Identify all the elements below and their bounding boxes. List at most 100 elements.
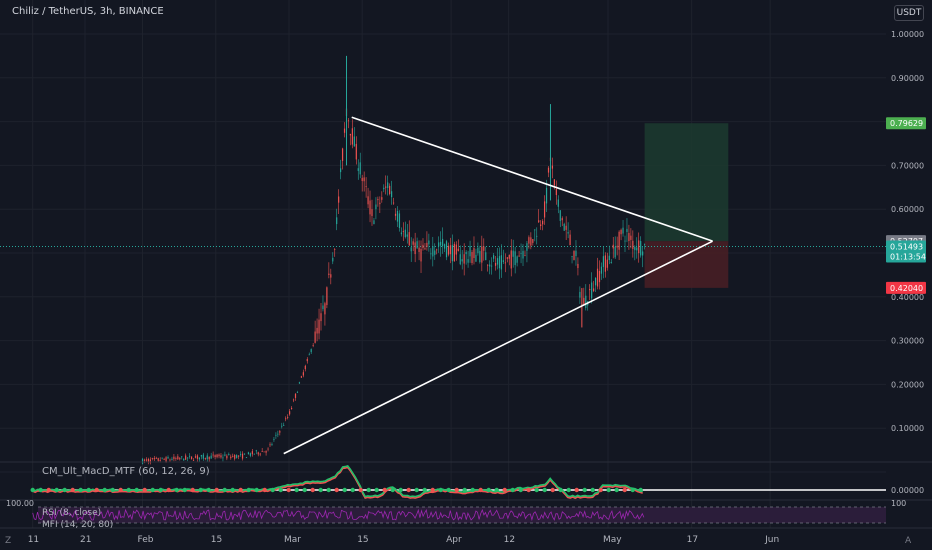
candle-body <box>200 454 202 457</box>
candle-body <box>220 455 222 458</box>
candle-body <box>392 202 395 204</box>
candle-body <box>542 220 544 225</box>
macd-dot <box>142 487 147 493</box>
candle-body <box>475 254 477 262</box>
candle-body <box>363 177 365 182</box>
candle-body <box>239 454 242 455</box>
candle-body <box>167 457 169 459</box>
last-price-label: 0.51493 <box>890 242 923 251</box>
candle-body <box>218 454 220 457</box>
candle-body <box>232 456 234 457</box>
candle-body <box>406 234 408 237</box>
currency-button[interactable]: USDT <box>894 5 924 21</box>
macd-dot <box>46 487 51 493</box>
candle-body <box>573 250 575 260</box>
candle-body <box>463 254 465 264</box>
candle-body <box>457 248 459 252</box>
candle-body <box>194 456 197 458</box>
candle-body <box>534 229 536 231</box>
candle-body <box>169 459 171 461</box>
candle-body <box>208 456 210 460</box>
candle-body <box>547 167 550 173</box>
candle-body <box>273 439 275 440</box>
candle-body <box>575 250 577 257</box>
candle-body <box>553 179 555 186</box>
macd-dot <box>446 487 451 493</box>
stop-price-label: 0.42040 <box>890 284 923 293</box>
candle-body <box>434 250 436 255</box>
candle-body <box>632 240 634 249</box>
candle-body <box>328 273 330 276</box>
macd-dot <box>502 487 507 493</box>
macd-dot <box>342 487 347 493</box>
candle-body <box>479 250 481 263</box>
candle-body <box>159 460 161 461</box>
candle-body <box>638 240 640 254</box>
macd-dot <box>94 487 99 493</box>
candle-body <box>316 327 318 334</box>
candle-body <box>422 244 424 249</box>
macd-dot <box>214 487 219 493</box>
candle-body <box>318 319 320 334</box>
candle-body <box>624 240 626 242</box>
candle-body <box>236 455 238 458</box>
candle-body <box>485 252 487 261</box>
candle-body <box>508 254 510 259</box>
macd-dot <box>390 487 395 493</box>
candle-body <box>526 243 528 251</box>
macd-dot <box>326 487 331 493</box>
trendline-lower <box>283 240 713 455</box>
rsi-band <box>38 507 886 523</box>
candle-body <box>245 457 248 459</box>
candle-body <box>241 453 244 459</box>
symbol-title: Chiliz / TetherUS, 3h, BINANCE <box>12 6 164 17</box>
macd-dot <box>454 487 459 493</box>
candle-body <box>353 136 355 147</box>
macd-dot <box>230 487 235 493</box>
macd-dot <box>150 487 155 493</box>
macd-dot <box>438 487 443 493</box>
macd-dot <box>430 487 435 493</box>
auto-scale-button[interactable]: A <box>905 536 912 546</box>
candle-body <box>608 255 610 261</box>
candle-body <box>579 291 581 298</box>
rsi-top-label: 100 <box>891 499 906 508</box>
candle-body <box>634 246 636 251</box>
candle-body <box>555 189 557 195</box>
candle-body <box>341 148 344 161</box>
candle-body <box>536 235 538 237</box>
macd-dot <box>622 487 627 493</box>
candle-body <box>418 247 420 252</box>
candle-body <box>190 456 193 459</box>
macd-dot <box>582 487 587 493</box>
candle-body <box>491 265 493 267</box>
candle-body <box>263 451 265 453</box>
macd-dot <box>630 487 635 493</box>
candle-body <box>636 247 638 251</box>
candle-body <box>306 359 308 362</box>
candle-body <box>540 224 542 227</box>
candle-body <box>173 456 175 460</box>
macd-dot <box>574 487 579 493</box>
candle-body <box>261 451 263 452</box>
zoom-button[interactable]: Z <box>5 536 12 546</box>
candle-body <box>253 453 255 455</box>
macd-line <box>32 464 643 498</box>
macd-dot <box>566 487 571 493</box>
candle-body <box>538 220 540 223</box>
candle-body <box>438 242 440 247</box>
macd-dot <box>206 487 211 493</box>
candle-body <box>198 457 201 460</box>
macd-value-label: 0.00000 <box>891 486 924 495</box>
x-tick-label: 12 <box>504 535 515 545</box>
candle-body <box>622 227 624 234</box>
candle-body <box>332 257 334 262</box>
macd-dot <box>366 487 371 493</box>
candle-body <box>165 457 167 462</box>
candle-body <box>591 282 593 299</box>
y-tick-label: 0.30000 <box>891 337 924 346</box>
candle-body <box>512 250 514 257</box>
candle-body <box>569 234 571 246</box>
